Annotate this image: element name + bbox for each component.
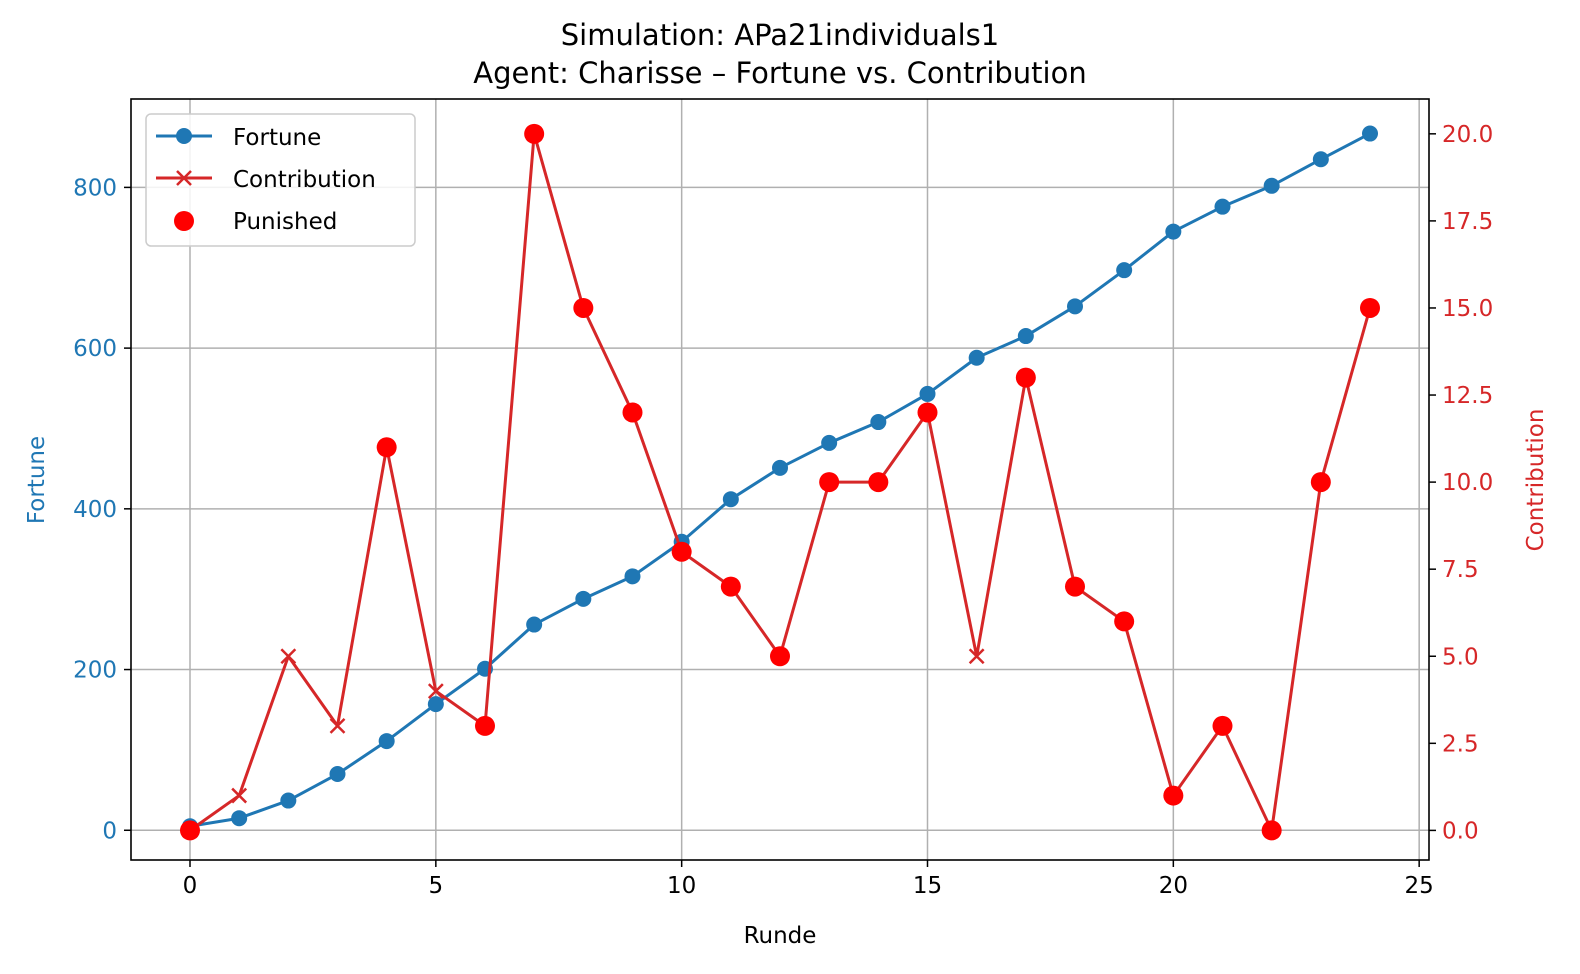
y-right-tick-label: 5.0 [1442, 644, 1479, 670]
x-tick-label: 0 [183, 873, 198, 899]
fortune-point [526, 616, 543, 633]
fortune-point [231, 810, 248, 827]
punished-point [917, 402, 938, 423]
punished-point [1015, 367, 1036, 388]
y-right-tick-label: 15.0 [1442, 296, 1493, 322]
punished-point [770, 646, 790, 667]
y-left-tick-label: 400 [73, 497, 117, 523]
punished-point [475, 715, 495, 736]
punished-point [1163, 785, 1184, 806]
fortune-point [1214, 198, 1231, 215]
y-right-tick-label: 17.5 [1442, 209, 1493, 235]
fortune-point [821, 434, 838, 451]
punished-point [524, 123, 545, 144]
contribution-marker [427, 683, 444, 699]
contribution-marker [231, 787, 248, 804]
x-tick-label: 10 [667, 873, 696, 899]
fortune-point [772, 459, 788, 476]
fortune-point [1362, 125, 1378, 142]
fortune-point [329, 766, 346, 783]
legend-fortune-label: Fortune [233, 125, 321, 151]
fortune-point [1067, 298, 1083, 315]
fortune-point [378, 733, 395, 750]
legend-punished-label: Punished [233, 209, 337, 235]
y-left-axis-label: Fortune [24, 436, 50, 524]
punished-point [720, 576, 741, 597]
y-left-tick-label: 800 [73, 175, 117, 201]
y-left-tick-label: 0 [102, 818, 117, 844]
series-layer [180, 123, 1380, 841]
x-tick-label: 20 [1159, 873, 1188, 899]
fortune-point [1017, 328, 1034, 345]
fortune-point [1263, 177, 1280, 194]
legend-box [145, 113, 416, 247]
fortune-point [919, 385, 936, 402]
legend-item-contribution: Contribution [156, 167, 376, 193]
legend-contribution-marker [176, 170, 192, 186]
fortune-point [280, 792, 297, 809]
axes: 0 5 10 15 20 25 0 200 400 600 800 0.0 2.5 5.0 7.5 10.0 1… [73, 122, 1493, 899]
y-right-tick-label: 7.5 [1442, 557, 1479, 583]
punished-point [1261, 820, 1282, 841]
plot-frame [130, 98, 1430, 861]
fortune-point [427, 696, 444, 713]
legend-item-fortune: Fortune [156, 125, 321, 151]
punished-point [180, 820, 200, 841]
punished-point [622, 402, 643, 423]
chart-title: Simulation: APa21individuals1 [561, 18, 999, 52]
legend: Fortune Contribution Punished [145, 113, 416, 247]
x-tick-label: 15 [913, 873, 942, 899]
punished-point [1065, 576, 1085, 597]
fortune-point [1116, 262, 1133, 279]
fortune-point [870, 414, 887, 431]
fortune-point [575, 590, 592, 607]
legend-contribution-label: Contribution [233, 167, 376, 193]
y-right-tick-label: 2.5 [1442, 731, 1479, 757]
chart-subtitle: Agent: Charisse – Fortune vs. Contributi… [473, 56, 1086, 90]
y-right-axis-label: Contribution [1523, 409, 1549, 552]
x-tick-label: 5 [429, 873, 444, 899]
fortune-point [624, 568, 641, 585]
punished-point [376, 437, 397, 458]
y-right-tick-label: 10.0 [1442, 470, 1493, 496]
legend-item-punished: Punished [174, 209, 337, 235]
punished-point [1212, 715, 1233, 736]
contribution-marker [280, 648, 297, 665]
fortune-point [968, 349, 985, 366]
punished-point [573, 297, 594, 318]
punished-point [868, 472, 889, 493]
y-right-tick-label: 20.0 [1442, 122, 1493, 148]
contribution-marker [329, 718, 346, 734]
punished-point [819, 472, 840, 493]
legend-punished-marker [174, 211, 194, 231]
y-right-tick-label: 0.0 [1442, 818, 1479, 844]
punished-point [1114, 611, 1135, 632]
y-right-tick-label: 12.5 [1442, 383, 1493, 409]
fortune-point [1312, 151, 1329, 168]
legend-fortune-marker [176, 128, 192, 144]
punished-point [671, 541, 692, 562]
fortune-point [722, 491, 739, 508]
x-axis-label: Runde [744, 923, 817, 949]
y-left-tick-label: 200 [73, 658, 117, 684]
x-tick-label: 25 [1405, 873, 1434, 899]
fortune-point [1165, 223, 1182, 240]
y-left-tick-label: 600 [73, 336, 117, 362]
contribution-marker [968, 648, 985, 665]
punished-point [1310, 472, 1331, 493]
punished-point [1360, 297, 1380, 318]
